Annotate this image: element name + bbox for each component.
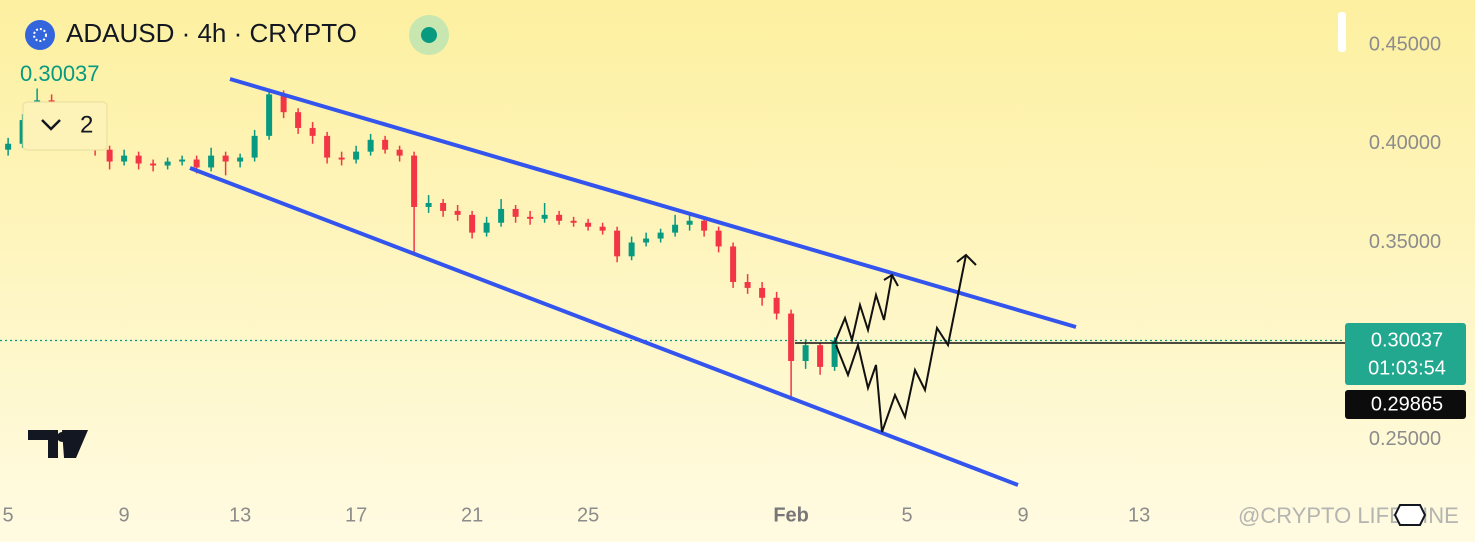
indicator-toggle[interactable] [22, 101, 108, 151]
candle-body [280, 94, 287, 113]
candle-body [657, 232, 664, 239]
candle-body [338, 157, 345, 160]
candle-body [744, 281, 751, 288]
logo-dot [57, 432, 67, 442]
candle-body [672, 224, 679, 233]
countdown: 01:03:54 [1368, 357, 1446, 379]
logo [28, 430, 88, 458]
projection-path [835, 254, 967, 433]
candle-body [469, 214, 476, 233]
other-price-box [1345, 390, 1466, 419]
candle-body [309, 127, 316, 136]
candle-body [208, 155, 215, 168]
chevron [41, 119, 61, 131]
candle-body [222, 155, 229, 162]
candle-body [164, 161, 171, 166]
x-tick-label: 5 [3, 504, 14, 526]
candle-body [831, 340, 838, 367]
candle-body [730, 246, 737, 282]
candle-body [570, 220, 577, 223]
candle-body [106, 149, 113, 162]
candle-body [773, 297, 780, 314]
y-tick-label: 0.45000 [1369, 33, 1441, 55]
price-label-box [1345, 323, 1466, 385]
x-tick-label: 25 [577, 504, 599, 526]
candle-body [411, 155, 418, 207]
x-tick-label: 17 [345, 504, 367, 526]
candle-body [628, 242, 635, 257]
symbol-icon [25, 20, 55, 50]
x-tick-label: 21 [461, 504, 483, 526]
x-tick-label: 5 [902, 504, 913, 526]
candle-body [251, 135, 258, 158]
candle-body [324, 135, 331, 158]
x-tick-label: 9 [1018, 504, 1029, 526]
candle-body [541, 214, 548, 219]
candle-body [802, 345, 809, 361]
candle-body [353, 151, 360, 160]
candle-body [440, 203, 447, 211]
candle-body [614, 230, 621, 257]
candle-body [643, 238, 650, 243]
other-price-label: 0.29865 [1371, 393, 1443, 415]
candle-body [179, 159, 186, 162]
candle-body [396, 149, 403, 156]
x-tick-label: 13 [229, 504, 251, 526]
settings-icon[interactable] [1393, 504, 1427, 526]
arrow-head [956, 253, 977, 266]
status-dot [421, 27, 437, 43]
y-tick-label: 0.35000 [1369, 231, 1441, 253]
y-tick-label: 0.25000 [1369, 428, 1441, 450]
candle-body [483, 222, 490, 233]
candle-body [527, 216, 534, 219]
upper-trendline [229, 77, 1077, 329]
candle-body [817, 345, 824, 367]
candle-body [759, 287, 766, 298]
candle-body [382, 139, 389, 150]
x-tick-label: Feb [773, 504, 809, 526]
candle-body [585, 222, 592, 227]
symbol-icon-detail [33, 28, 47, 42]
candle-body [498, 208, 505, 223]
candle-body [701, 220, 708, 231]
lower-trendline [189, 166, 1019, 487]
scrollbar[interactable] [1338, 12, 1346, 52]
candle-body [193, 159, 200, 168]
candle-body [556, 214, 563, 221]
candle-body [295, 112, 302, 128]
projection-path [834, 274, 893, 344]
candle-body [788, 313, 795, 361]
y-tick-label: 0.40000 [1369, 132, 1441, 154]
candle-body [121, 155, 128, 162]
x-tick-label: 13 [1128, 504, 1150, 526]
candle-body [425, 203, 432, 207]
candle-body [512, 208, 519, 217]
candle-body [686, 220, 693, 225]
candle-body [715, 230, 722, 247]
last-price-label: 0.30037 [1371, 329, 1443, 351]
indicator-count: 2 [80, 111, 93, 138]
candle-body [367, 139, 374, 152]
x-tick-label: 9 [119, 504, 130, 526]
symbol-title: ADAUSD · 4h · CRYPTO [66, 18, 357, 48]
candle-body [150, 163, 157, 166]
candle-body [266, 94, 273, 136]
header-price: 0.30037 [20, 61, 100, 86]
candle-body [135, 155, 142, 164]
candle-body [237, 157, 244, 162]
candle-body [454, 210, 461, 215]
candle-body [599, 226, 606, 231]
arrow-head [883, 273, 899, 287]
candle-body [5, 143, 12, 150]
